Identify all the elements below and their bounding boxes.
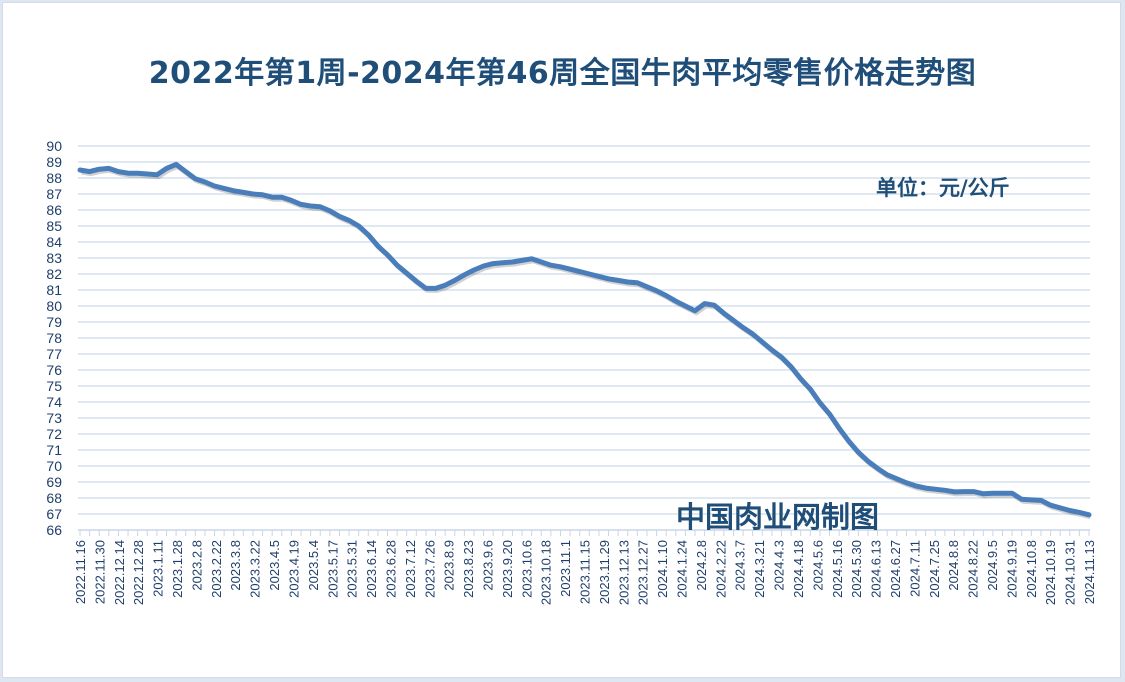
- x-tick-label: 2023.6.28: [383, 540, 398, 598]
- x-tick-label: 2024.3.7: [733, 540, 748, 591]
- y-tick-label: 83: [46, 250, 62, 266]
- y-tick-label: 67: [46, 506, 62, 522]
- x-tick-label: 2024.6.27: [888, 540, 903, 598]
- y-tick-label: 71: [46, 442, 62, 458]
- x-tick-label: 2024.11.13: [1082, 540, 1097, 604]
- y-tick-label: 86: [46, 202, 62, 218]
- x-tick-label: 2024.7.25: [927, 540, 942, 598]
- y-tick-label: 75: [46, 378, 62, 394]
- x-tick-label: 2023.10.18: [539, 540, 554, 605]
- x-tick-label: 2023.4.5: [267, 540, 282, 591]
- x-tick-label: 2022.12.28: [131, 540, 146, 605]
- x-tick-label: 2024.4.3: [772, 540, 787, 591]
- x-tick-label: 2024.10.19: [1043, 540, 1058, 605]
- x-tick-label: 2024.7.11: [907, 540, 922, 597]
- y-tick-label: 87: [46, 186, 62, 202]
- x-tick-label: 2023.12.13: [616, 540, 631, 605]
- x-tick-label: 2023.2.22: [209, 540, 224, 598]
- x-tick-label: 2022.12.14: [112, 540, 127, 605]
- y-tick-label: 77: [46, 346, 62, 362]
- x-tick-label: 2024.3.21: [752, 540, 767, 598]
- y-tick-label: 90: [46, 138, 62, 154]
- y-tick-label: 73: [46, 410, 62, 426]
- x-tick-label: 2023.11.15: [578, 540, 593, 604]
- x-tick-label: 2023.5.31: [345, 540, 360, 598]
- y-tick-label: 85: [46, 218, 62, 234]
- x-tick-label: 2023.9.6: [480, 540, 495, 591]
- x-tick-label: 2023.5.17: [325, 540, 340, 598]
- x-tick-label: 2024.9.5: [985, 540, 1000, 591]
- chart-title: 2022年第1周-2024年第46周全国牛肉平均零售价格走势图: [148, 56, 977, 91]
- x-tick-label: 2023.8.9: [442, 540, 457, 591]
- x-tick-label: 2023.11.1: [558, 540, 573, 597]
- y-tick-label: 72: [46, 426, 62, 442]
- y-tick-label: 89: [46, 154, 62, 170]
- x-tick-label: 2023.9.20: [500, 540, 515, 598]
- y-tick-label: 84: [46, 234, 62, 250]
- x-tick-label: 2024.5.16: [830, 540, 845, 598]
- x-tick-label: 2023.5.4: [306, 540, 321, 591]
- series-line: [77, 161, 1092, 518]
- x-axis: 2022.11.16 2022.11.30 2022.12.14 2022.12.28…: [73, 529, 1097, 605]
- x-tick-label: 2023.1.11: [151, 540, 166, 597]
- x-tick-label: 2024.1.24: [675, 540, 690, 598]
- x-tick-label: 2024.5.30: [849, 540, 864, 598]
- x-tick-label: 2024.2.8: [694, 540, 709, 591]
- x-tick-label: 2023.4.19: [286, 540, 301, 598]
- x-tick-label: 2023.7.12: [403, 540, 418, 598]
- y-tick-label: 80: [46, 298, 62, 314]
- y-tick-label: 69: [46, 474, 62, 490]
- x-tick-label: 2023.7.26: [422, 540, 437, 598]
- x-tick-label: 2023.8.23: [461, 540, 476, 598]
- x-tick-label: 2024.1.10: [655, 540, 670, 598]
- y-tick-label: 81: [46, 282, 62, 298]
- y-tick-label: 88: [46, 170, 62, 186]
- x-tick-label: 2023.3.22: [248, 540, 263, 598]
- y-tick-label: 74: [46, 394, 62, 410]
- y-tick-label: 76: [46, 362, 62, 378]
- y-tick-label: 68: [46, 490, 62, 506]
- x-tick-label: 2023.11.29: [597, 540, 612, 604]
- y-tick-label: 79: [46, 314, 62, 330]
- y-tick-label: 70: [46, 458, 62, 474]
- x-tick-label: 2024.5.6: [810, 540, 825, 591]
- y-tick-label: 66: [46, 522, 62, 538]
- unit-label: 单位：元/公斤: [876, 176, 1010, 200]
- x-tick-label: 2024.8.22: [966, 540, 981, 598]
- x-tick-label: 2024.4.18: [791, 540, 806, 598]
- y-tick-label: 78: [46, 330, 62, 346]
- x-tick-label: 2023.1.28: [170, 540, 185, 598]
- x-tick-label: 2022.11.30: [92, 540, 107, 604]
- x-tick-label: 2023.2.8: [189, 540, 204, 591]
- x-tick-label: 2023.6.14: [364, 540, 379, 598]
- y-tick-label: 82: [46, 266, 62, 282]
- x-tick-label: 2022.11.16: [73, 540, 88, 604]
- series-line-shadow: [81, 163, 1092, 520]
- x-tick-label: 2023.10.6: [519, 540, 534, 598]
- x-tick-label: 2023.3.8: [228, 540, 243, 591]
- y-axis-labels: 6667686970717273747576777879808182838485…: [46, 138, 62, 538]
- x-tick-label: 2024.9.19: [1004, 540, 1019, 598]
- x-tick-label: 2023.12.27: [636, 540, 651, 605]
- x-tick-label: 2024.10.8: [1024, 540, 1039, 598]
- x-tick-label: 2024.6.13: [869, 540, 884, 598]
- source-label: 中国肉业网制图: [676, 500, 880, 534]
- x-tick-label: 2024.2.22: [713, 540, 728, 598]
- x-tick-label: 2024.8.8: [946, 540, 961, 591]
- x-tick-label: 2024.10.31: [1063, 540, 1078, 605]
